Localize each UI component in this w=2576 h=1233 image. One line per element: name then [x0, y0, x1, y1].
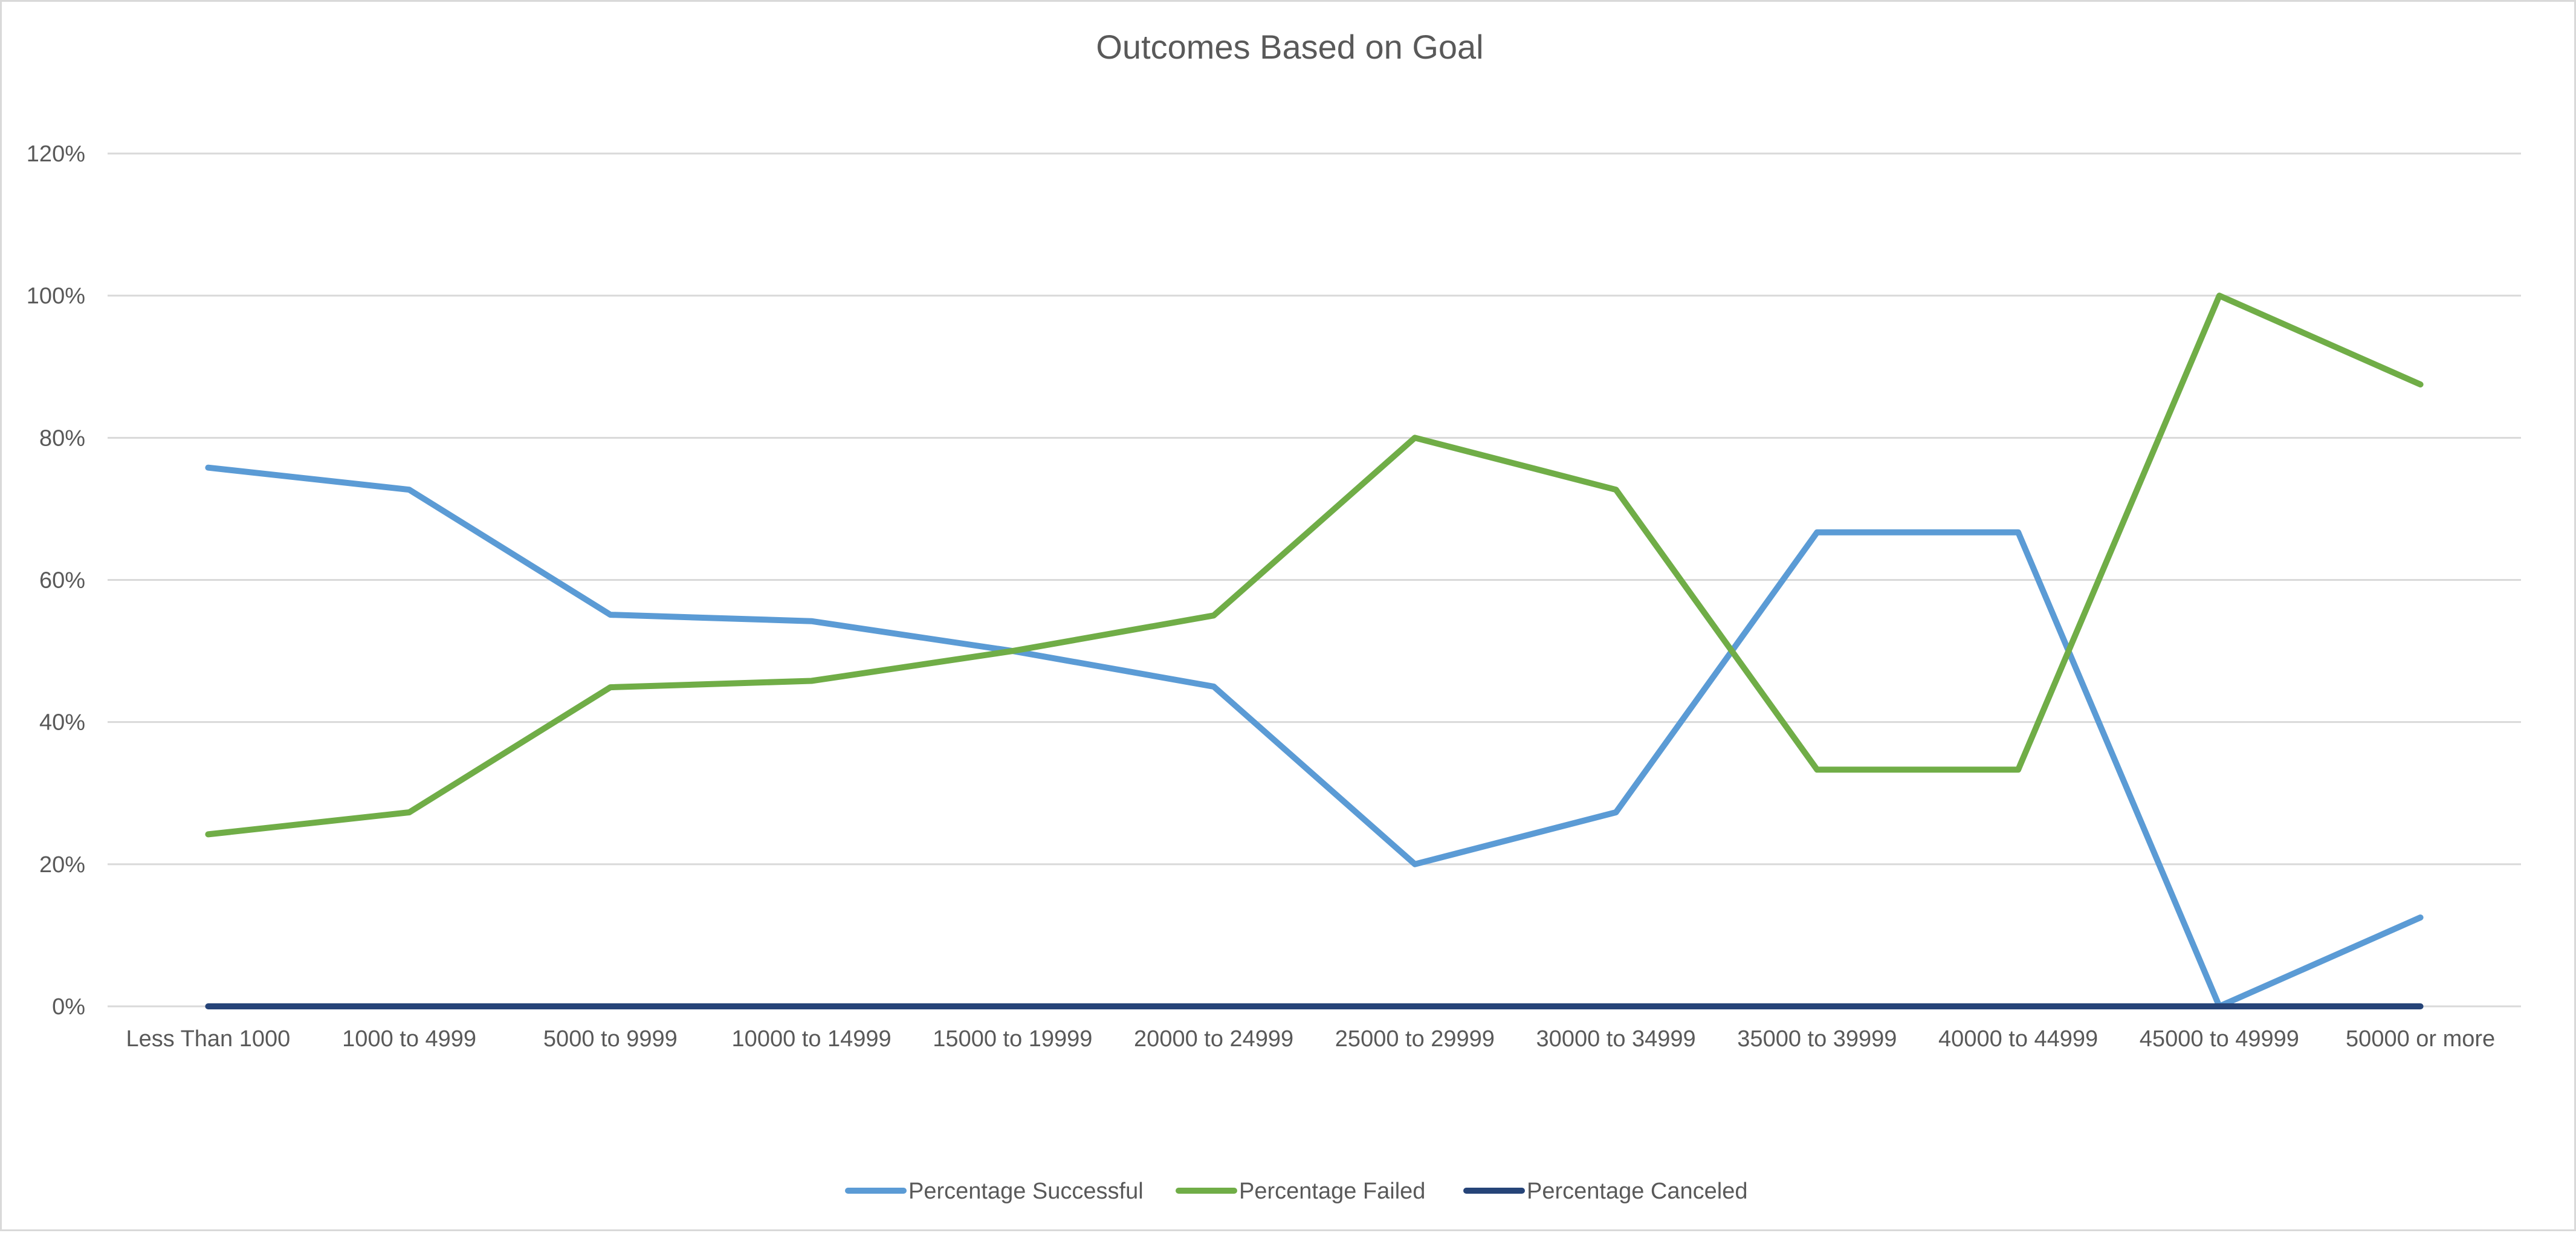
data-point: [1012, 650, 1014, 652]
legend: Percentage Successful Percentage Failed Pe…: [845, 1179, 1747, 1204]
x-tick-label: 15000 to 19999: [933, 1026, 1092, 1052]
series-line-percentage-successful: [205, 464, 2424, 1009]
data-point: [1615, 1006, 1617, 1007]
data-point: [1414, 437, 1416, 439]
y-tick-label: 100%: [27, 283, 85, 309]
x-tick-label: 25000 to 29999: [1335, 1026, 1495, 1052]
data-point: [1213, 685, 1215, 687]
data-point: [409, 1006, 410, 1007]
data-point: [2018, 531, 2019, 533]
data-point: [2419, 1006, 2421, 1007]
x-tick-label: 50000 or more: [2346, 1026, 2495, 1052]
data-point: [1615, 489, 1617, 491]
series-lines: [205, 293, 2424, 1009]
y-tick-label: 120%: [27, 141, 85, 167]
data-point: [409, 489, 410, 491]
x-tick-label: 10000 to 14999: [732, 1026, 892, 1052]
data-point: [1414, 1006, 1416, 1007]
data-point: [811, 620, 812, 622]
data-point: [609, 1006, 611, 1007]
legend-label: Percentage Failed: [1239, 1179, 1425, 1204]
y-tick-label: 20%: [39, 852, 85, 878]
data-point: [1414, 863, 1416, 865]
data-point: [1615, 811, 1617, 813]
data-point: [1816, 769, 1818, 771]
series-line-percentage-failed: [205, 293, 2424, 838]
data-point: [1816, 1006, 1818, 1007]
data-point: [811, 1006, 812, 1007]
x-tick-label: 30000 to 34999: [1536, 1026, 1696, 1052]
x-tick-label: Less Than 1000: [126, 1026, 290, 1052]
data-point: [2018, 769, 2019, 771]
chart-title: Outcomes Based on Goal: [1096, 28, 1483, 66]
x-tick-label: 1000 to 4999: [342, 1026, 476, 1052]
data-point: [2218, 295, 2220, 297]
y-tick-label: 40%: [39, 710, 85, 736]
data-point: [811, 680, 812, 682]
data-point: [2419, 917, 2421, 919]
x-tick-label: 45000 to 49999: [2140, 1026, 2299, 1052]
x-tick-label: 5000 to 9999: [543, 1026, 678, 1052]
data-point: [409, 811, 410, 813]
y-axis-tick-labels: 0% 20% 40% 60% 80% 100% 120%: [27, 141, 85, 1020]
data-point: [1012, 1006, 1014, 1007]
y-tick-label: 60%: [39, 568, 85, 594]
data-point: [609, 687, 611, 688]
data-point: [2218, 1006, 2220, 1007]
x-tick-label: 20000 to 24999: [1134, 1026, 1293, 1052]
y-tick-label: 80%: [39, 426, 85, 451]
data-point: [1213, 1006, 1215, 1007]
y-tick-label: 0%: [52, 994, 85, 1020]
data-point: [2018, 1006, 2019, 1007]
data-point: [207, 833, 209, 835]
data-point: [1213, 615, 1215, 616]
data-point: [207, 467, 209, 468]
data-point: [207, 1006, 209, 1007]
x-tick-label: 40000 to 44999: [1938, 1026, 2098, 1052]
data-point: [609, 614, 611, 616]
data-point: [2419, 384, 2421, 386]
x-tick-label: 35000 to 39999: [1737, 1026, 1897, 1052]
data-point: [1816, 531, 1818, 533]
gridlines: [108, 152, 2521, 1008]
legend-label: Percentage Canceled: [1527, 1179, 1747, 1204]
legend-label: Percentage Successful: [908, 1179, 1144, 1204]
x-axis-tick-labels: Less Than 1000 1000 to 4999 5000 to 9999 10…: [126, 1026, 2495, 1052]
